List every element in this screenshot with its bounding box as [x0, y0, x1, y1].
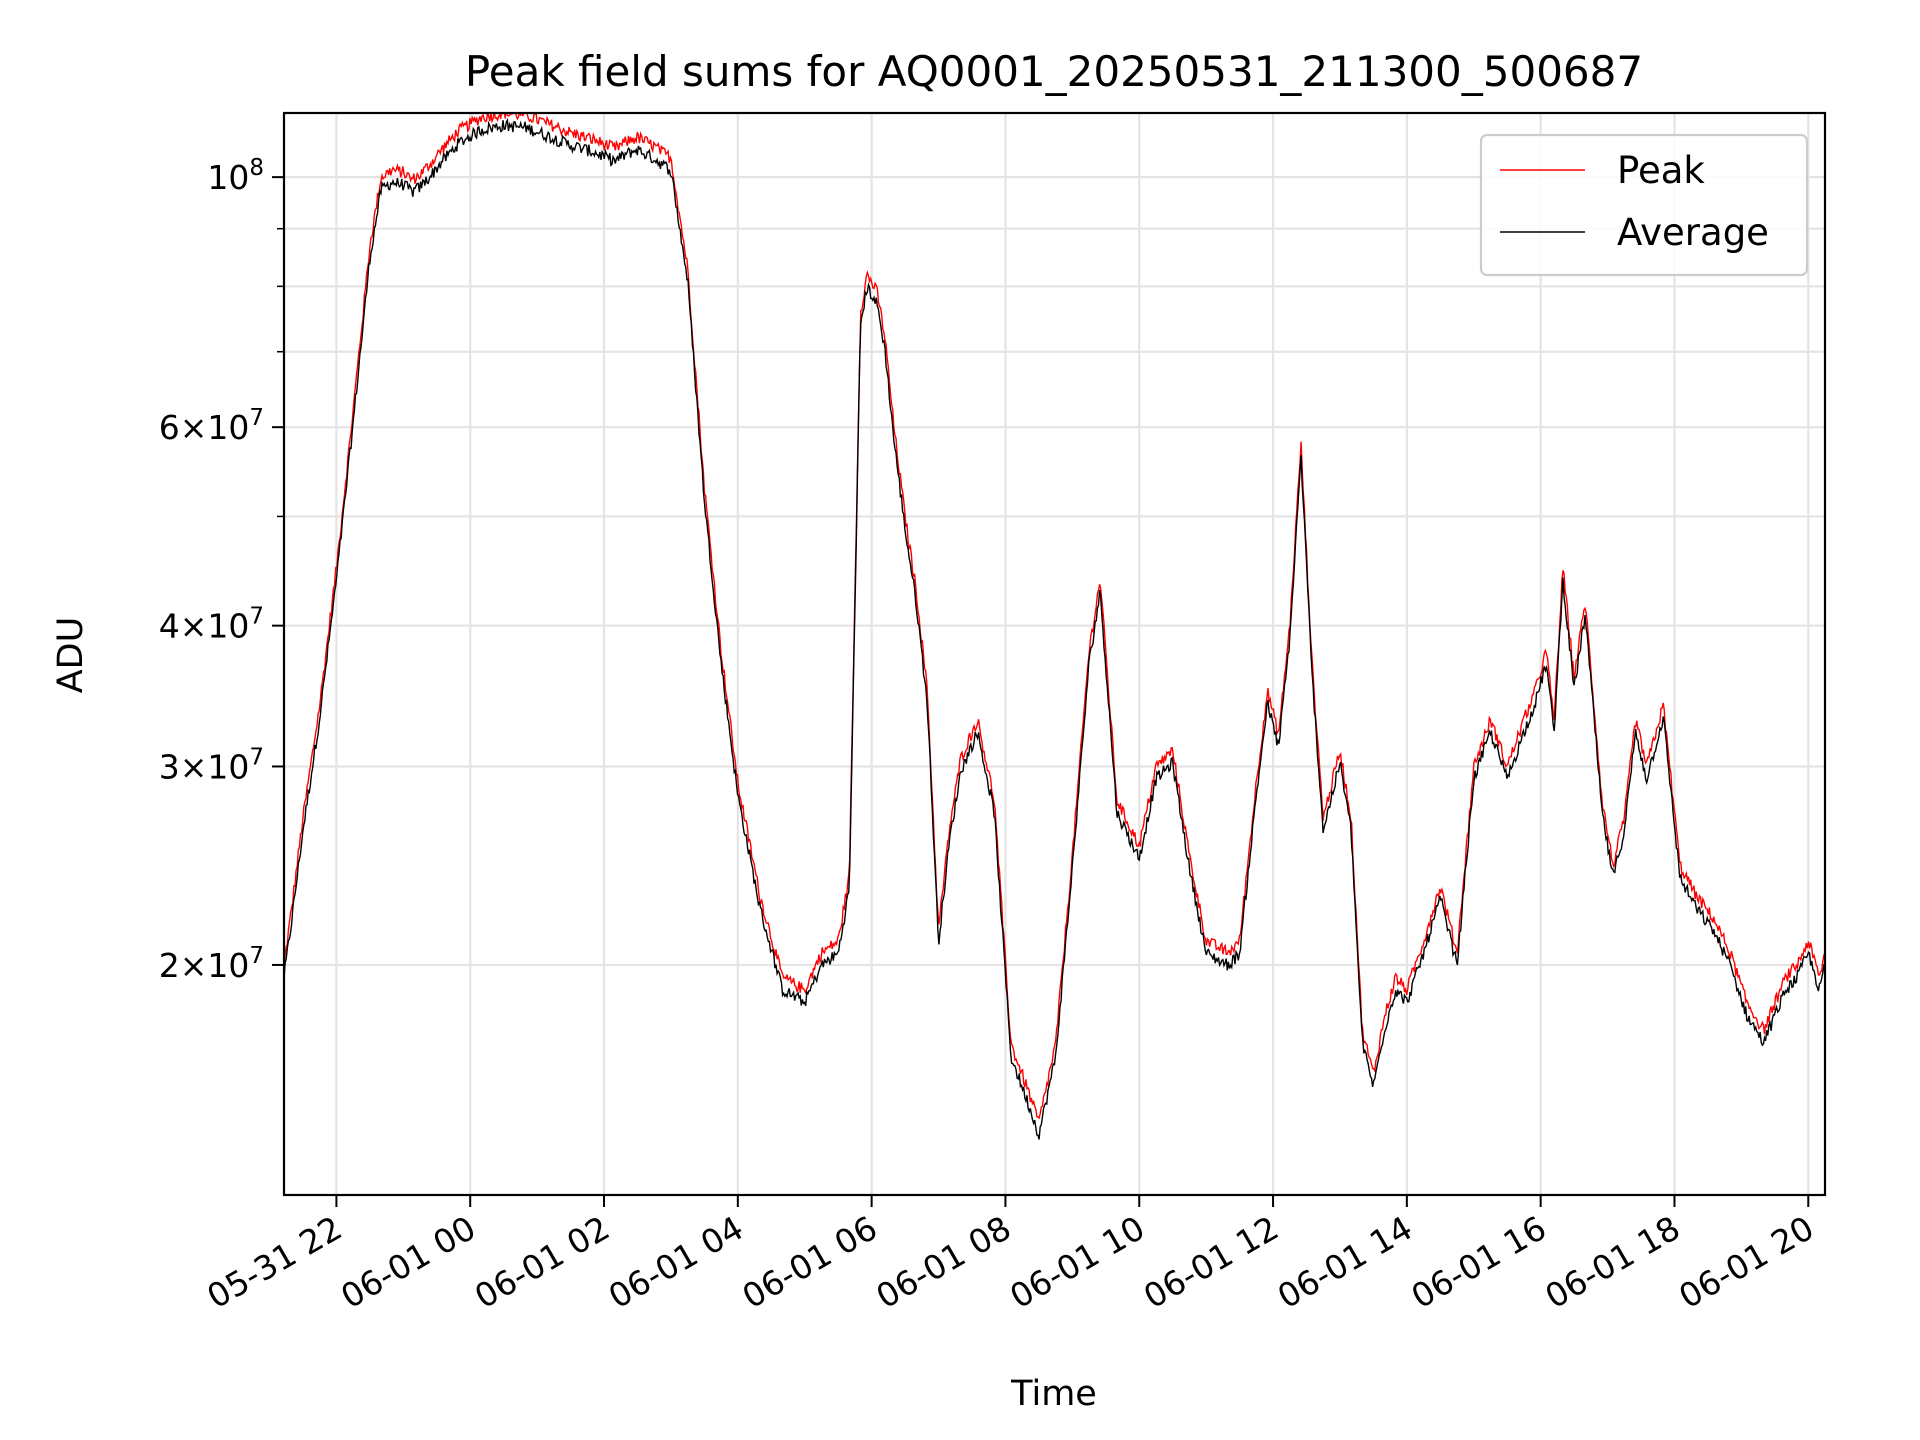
legend-label-peak: Peak [1617, 149, 1705, 192]
y-tick-label: 3×107 [159, 744, 264, 786]
grid-lines [284, 113, 1825, 1195]
series-line-peak [284, 113, 1825, 1120]
series-lines [284, 113, 1825, 1140]
plot-area-frame [282, 111, 1827, 1197]
y-tick-label: 108 [207, 155, 264, 197]
series-line-average [284, 117, 1825, 1140]
chart-title: Peak field sums for AQ0001_20250531_2113… [465, 47, 1643, 96]
y-tick-label: 2×107 [159, 943, 264, 985]
y-tick-label: 4×107 [159, 604, 264, 646]
y-axis-ticks: 2×107 3×107 4×107 6×107 108 [159, 155, 284, 985]
y-tick-label: 6×107 [159, 405, 264, 447]
legend: Peak Average [1479, 133, 1809, 277]
legend-label-average: Average [1617, 211, 1769, 254]
x-axis-label: Time [1010, 1374, 1097, 1414]
y-axis-label: ADU [51, 617, 91, 694]
